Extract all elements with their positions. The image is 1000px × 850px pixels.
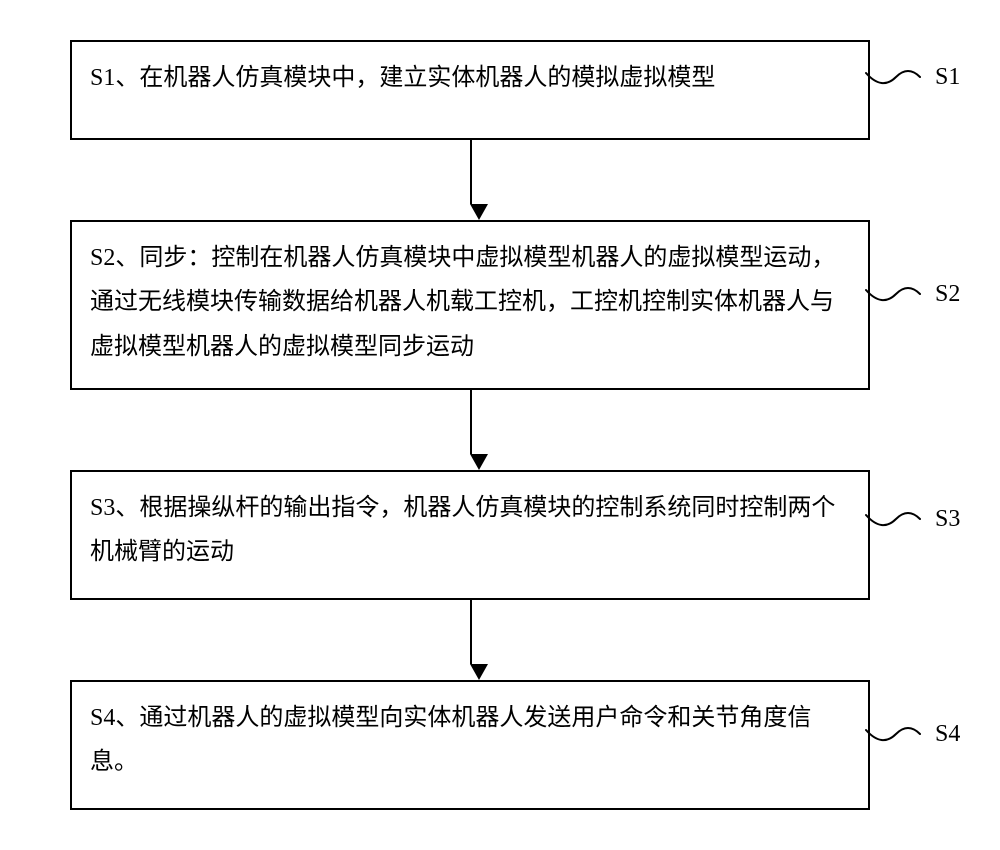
step-text-s4: S4、通过机器人的虚拟模型向实体机器人发送用户命令和关节角度信息。 [90, 705, 811, 775]
step-box-s4: S4、通过机器人的虚拟模型向实体机器人发送用户命令和关节角度信息。 [70, 680, 870, 810]
connector-line [470, 600, 472, 664]
step-text-s2: S2、同步：控制在机器人仿真模块中虚拟模型机器人的虚拟模型运动，通过无线模块传输… [90, 245, 835, 360]
flowchart-canvas: S1、在机器人仿真模块中，建立实体机器人的模拟虚拟模型 S1 S2、同步：控制在机… [0, 0, 1000, 850]
squiggle-s4 [864, 720, 924, 750]
step-text-s3: S3、根据操纵杆的输出指令，机器人仿真模块的控制系统同时控制两个机械臂的运动 [90, 495, 835, 565]
step-label-s3: S3 [935, 506, 960, 533]
arrow-down-icon [470, 454, 488, 470]
squiggle-s2 [864, 280, 924, 310]
step-box-s1: S1、在机器人仿真模块中，建立实体机器人的模拟虚拟模型 [70, 40, 870, 140]
step-box-s2: S2、同步：控制在机器人仿真模块中虚拟模型机器人的虚拟模型运动，通过无线模块传输… [70, 220, 870, 390]
step-label-s1: S1 [935, 64, 960, 91]
arrow-down-icon [470, 664, 488, 680]
connector-line [470, 390, 472, 454]
step-text-s1: S1、在机器人仿真模块中，建立实体机器人的模拟虚拟模型 [90, 65, 715, 91]
squiggle-s1 [864, 63, 924, 93]
step-box-s3: S3、根据操纵杆的输出指令，机器人仿真模块的控制系统同时控制两个机械臂的运动 [70, 470, 870, 600]
step-label-s2: S2 [935, 281, 960, 308]
arrow-down-icon [470, 204, 488, 220]
step-label-s4: S4 [935, 721, 960, 748]
connector-line [470, 140, 472, 204]
squiggle-s3 [864, 505, 924, 535]
